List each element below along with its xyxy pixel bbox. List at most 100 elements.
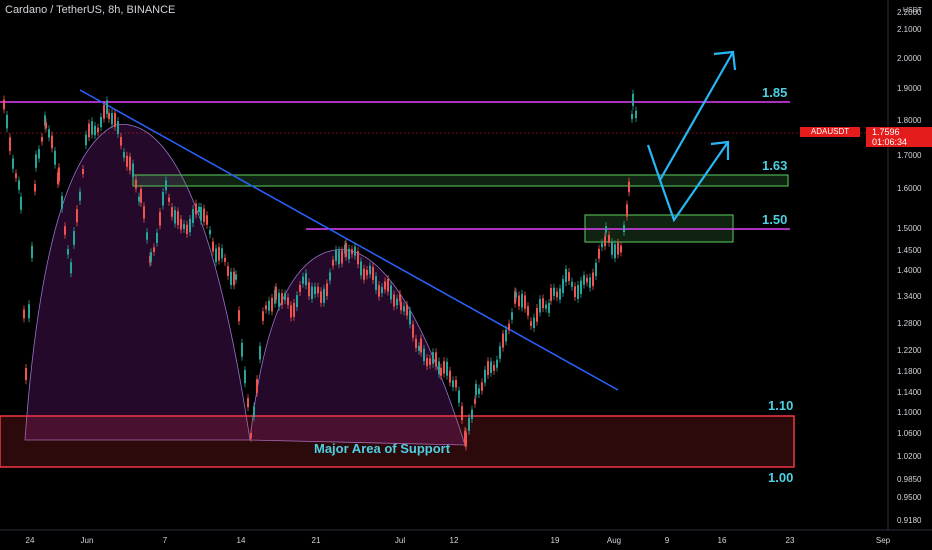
- candle-body: [381, 287, 383, 294]
- price-axis-label: 2.0000: [897, 54, 922, 63]
- candle-body: [490, 361, 492, 373]
- last-price-symbol: ADAUSDT: [800, 127, 860, 137]
- candle-body: [384, 281, 386, 290]
- candle-body: [471, 409, 473, 419]
- candle-body: [106, 100, 108, 114]
- last-price-countdown: 01:06:34: [872, 137, 908, 147]
- time-axis-label: Aug: [607, 536, 621, 545]
- candle-body: [88, 123, 90, 138]
- candle-body: [335, 249, 337, 262]
- descending-trendline: [79, 89, 619, 391]
- price-axis-label: 0.9180: [897, 516, 922, 525]
- candle-body: [345, 243, 347, 257]
- candle-body: [206, 215, 208, 225]
- support-label: Major Area of Support: [314, 441, 451, 456]
- candle-body: [212, 241, 214, 252]
- candle-body: [432, 352, 434, 364]
- candle-body: [449, 370, 451, 383]
- candle-body: [458, 390, 460, 403]
- time-axis-label: 14: [237, 536, 246, 545]
- price-axis-label: 1.2200: [897, 346, 922, 355]
- candle-body: [562, 279, 564, 294]
- candle-body: [302, 276, 304, 284]
- candle-body: [308, 282, 310, 297]
- candle-body: [415, 338, 417, 348]
- candle-body: [338, 250, 340, 265]
- level-163-label: 1.63: [762, 158, 787, 173]
- candle-body: [31, 245, 33, 258]
- price-axis-label: 0.9850: [897, 475, 922, 484]
- price-axis-label: 1.4500: [897, 246, 922, 255]
- candle-body: [174, 210, 176, 224]
- candle-body: [165, 180, 167, 191]
- candle-body: [323, 288, 325, 303]
- time-axis-label: 9: [665, 536, 670, 545]
- candle-body: [41, 137, 43, 142]
- candle-body: [511, 312, 513, 320]
- price-axis-label: 2.1000: [897, 25, 922, 34]
- price-axis-label: 1.2800: [897, 319, 922, 328]
- time-axis-label: 12: [450, 536, 459, 545]
- candle-body: [354, 246, 356, 256]
- candle-body: [559, 288, 561, 300]
- candle-body: [117, 121, 119, 134]
- candle-body: [244, 370, 246, 384]
- candle-body: [180, 219, 182, 230]
- candle-body: [626, 204, 628, 217]
- candle-body: [369, 265, 371, 275]
- price-axis-label: 1.1400: [897, 388, 922, 397]
- candle-body: [406, 304, 408, 316]
- candle-body: [604, 236, 606, 247]
- chart-title: Cardano / TetherUS, 8h, BINANCE: [5, 4, 176, 16]
- candle-body: [574, 286, 576, 298]
- arrowhead-lower: [710, 140, 730, 160]
- candle-body: [227, 266, 229, 276]
- candle-body: [426, 358, 428, 366]
- candle-body: [378, 285, 380, 297]
- price-axis-label: 0.9500: [897, 493, 922, 502]
- candle-body: [608, 234, 610, 243]
- candle-body: [505, 329, 507, 342]
- candle-body: [284, 293, 286, 301]
- candle-body: [28, 304, 30, 319]
- candle-body: [140, 188, 142, 203]
- candle-body: [143, 206, 145, 219]
- candle-body: [493, 364, 495, 371]
- candle-body: [132, 163, 134, 177]
- candle-body: [372, 267, 374, 280]
- candle-body: [440, 367, 442, 376]
- candle-body: [548, 303, 550, 313]
- candle-body: [399, 293, 401, 302]
- candle-body: [605, 226, 607, 233]
- price-axis-label: 1.9000: [897, 84, 922, 93]
- candle-body: [533, 317, 535, 328]
- candle-body: [565, 269, 567, 283]
- candle-body: [287, 297, 289, 305]
- candle-body: [542, 298, 544, 309]
- candle-body: [103, 105, 105, 119]
- candle-body: [553, 287, 555, 297]
- candle-body: [631, 113, 633, 120]
- candle-body: [305, 273, 307, 286]
- candle-body: [611, 242, 613, 255]
- candle-body: [539, 299, 541, 313]
- candle-body: [20, 196, 22, 210]
- candle-body: [481, 382, 483, 391]
- candle-body: [278, 292, 280, 307]
- support-zone: [0, 415, 795, 468]
- projection-arrow-lower: [646, 141, 729, 223]
- time-axis-label: 21: [312, 536, 321, 545]
- candle-body: [247, 398, 249, 408]
- candle-body: [357, 251, 359, 265]
- candle-body: [171, 207, 173, 217]
- candle-body: [44, 115, 46, 126]
- candle-body: [159, 211, 161, 226]
- price-axis: 2.2000 2.1000 2.0000 1.9000 1.8000 1.7000 1.60…: [897, 8, 922, 525]
- candle-body: [85, 134, 87, 146]
- candle-body: [18, 180, 20, 190]
- candle-body: [271, 297, 273, 312]
- candle-body: [577, 285, 579, 299]
- candle-body: [545, 304, 547, 309]
- candle-body: [51, 135, 53, 149]
